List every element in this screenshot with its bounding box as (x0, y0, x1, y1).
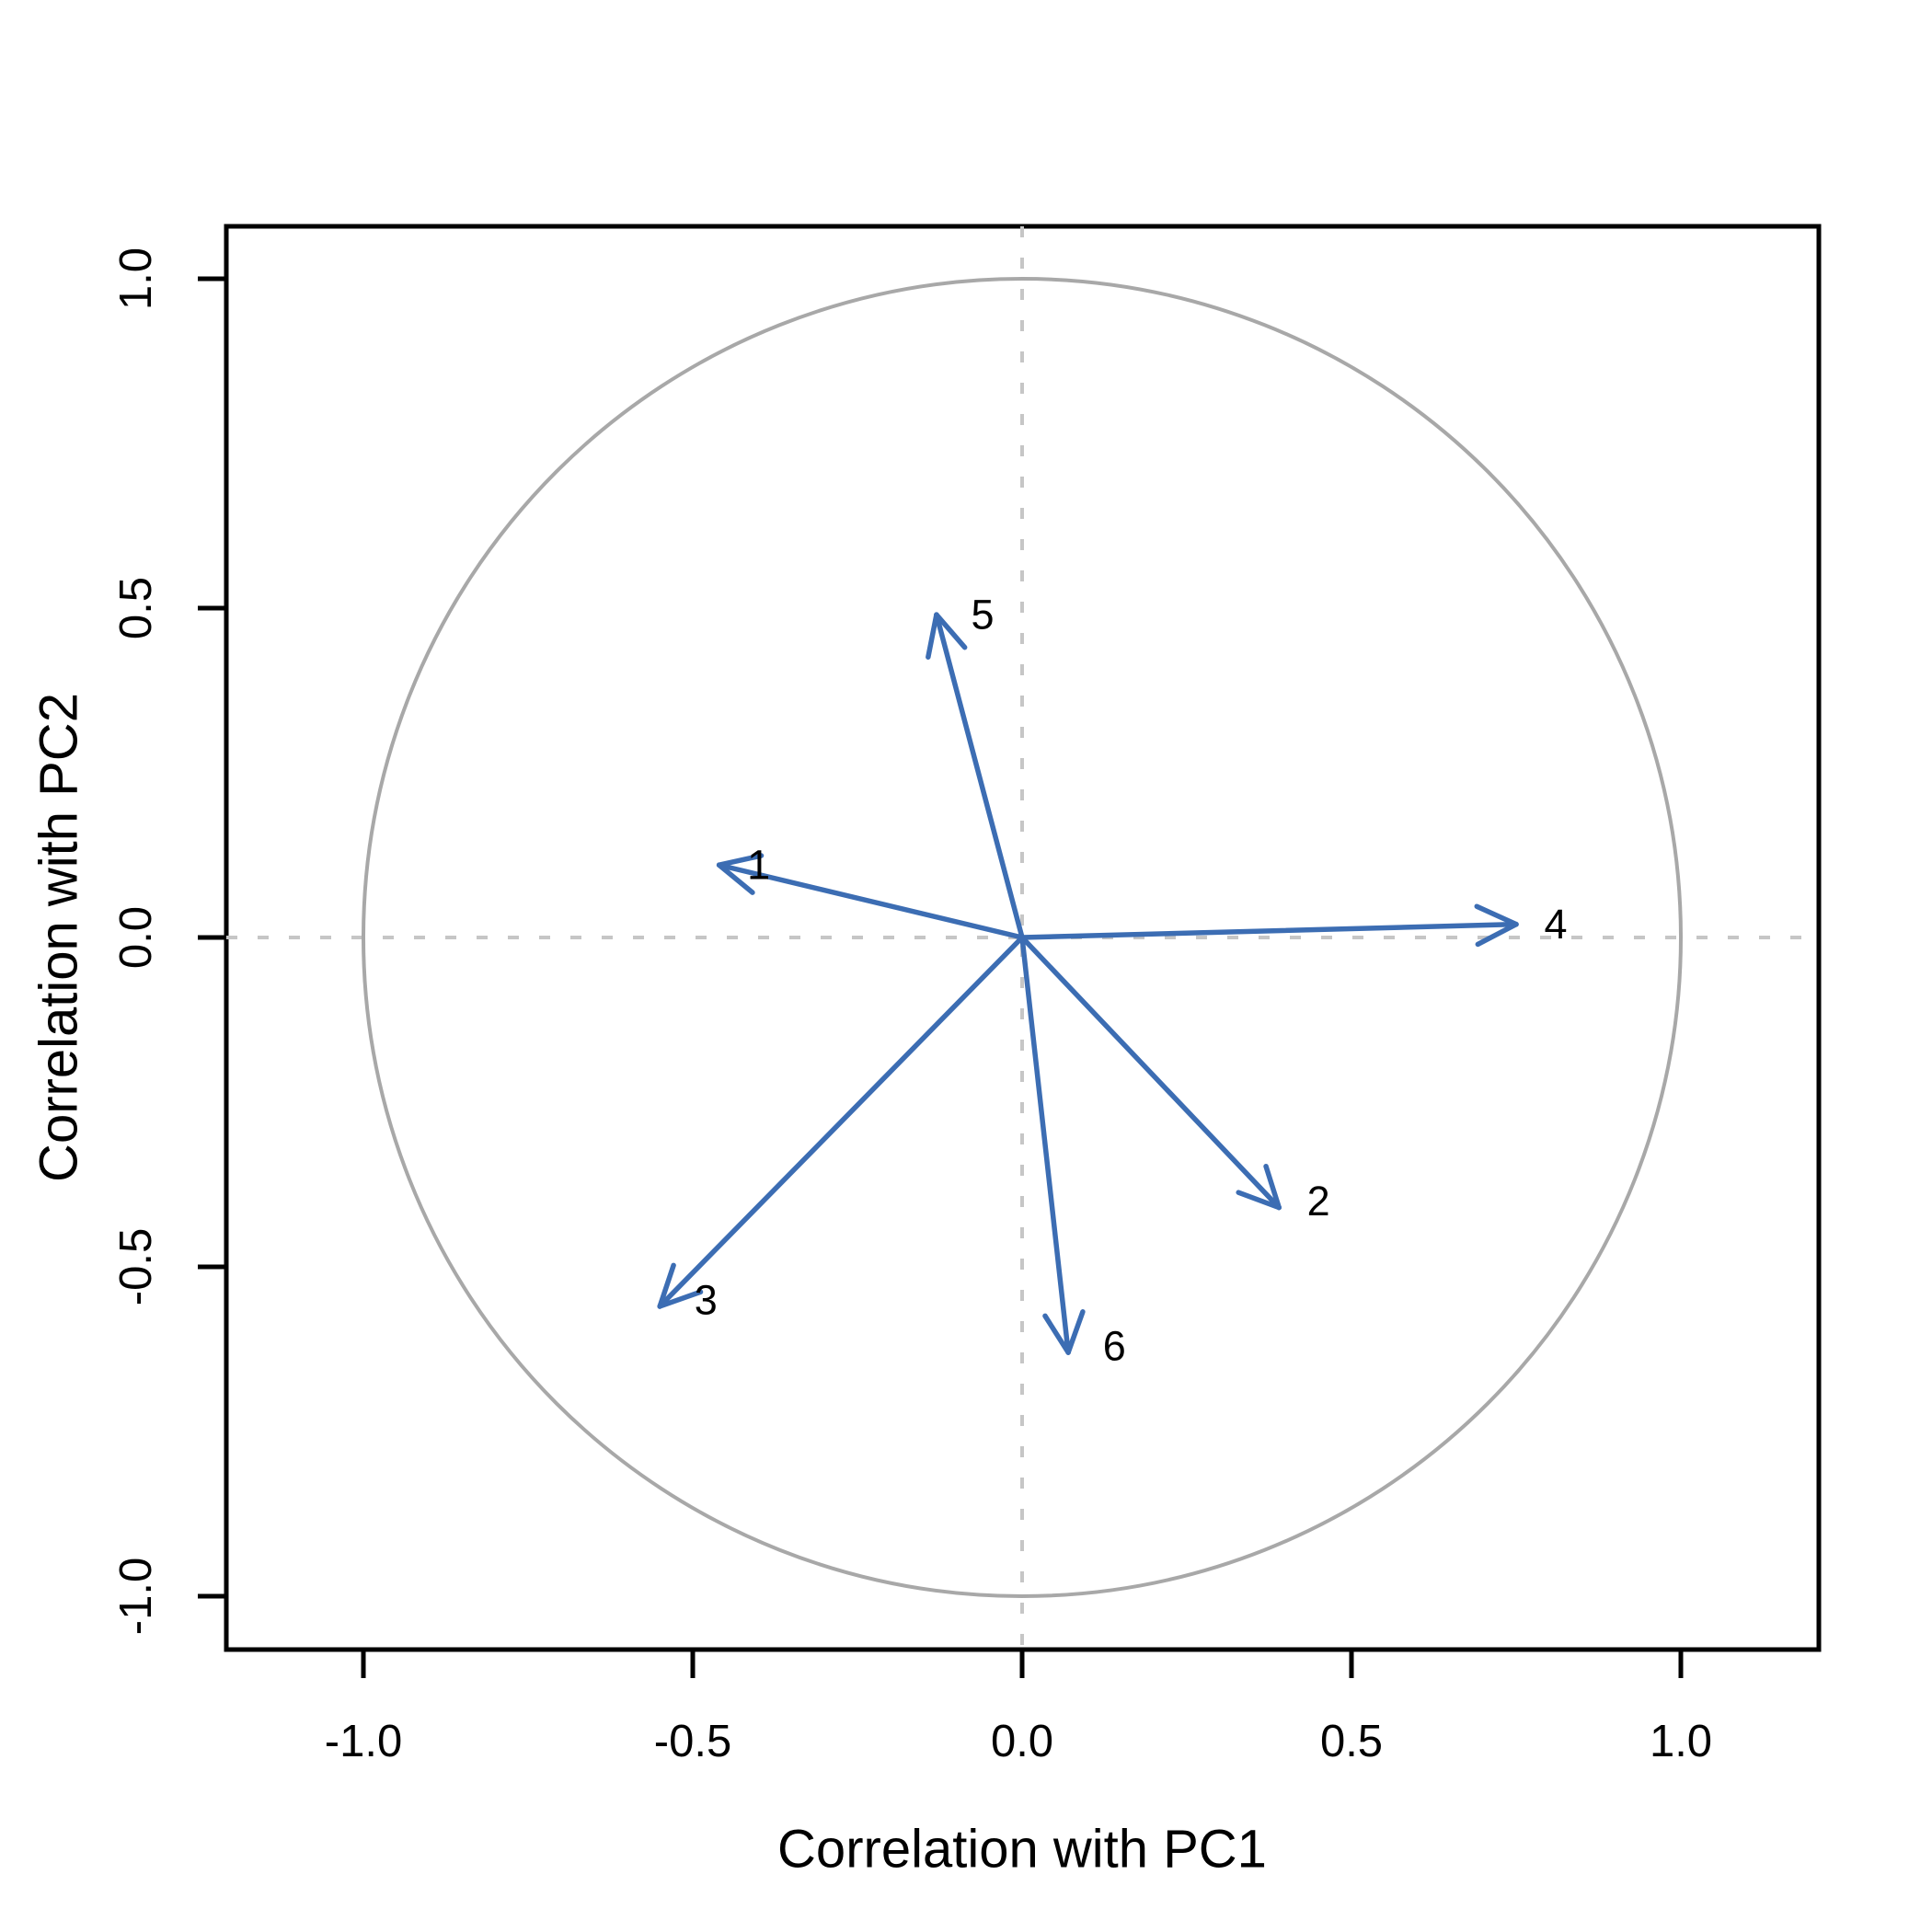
variable-arrow-4 (1019, 921, 1519, 940)
variable-arrow-6 (1019, 935, 1071, 1355)
variable-arrowhead-5 (934, 612, 968, 650)
variable-arrow-5 (934, 612, 1025, 940)
y-axis-tick-label: 0.5 (111, 577, 161, 639)
variable-arrowhead-1 (716, 853, 765, 868)
variable-label-5: 5 (972, 592, 995, 638)
x-axis-title: Correlation with PC1 (777, 1820, 1267, 1880)
variable-label-4: 4 (1544, 901, 1567, 948)
y-axis-tick-label: 1.0 (111, 247, 161, 310)
y-axis-tick-label: -0.5 (111, 1228, 161, 1305)
variable-label-6: 6 (1103, 1322, 1126, 1369)
x-axis-tick-label: 0.0 (991, 1717, 1053, 1766)
variable-arrowhead-2 (1236, 1190, 1282, 1211)
y-axis-tick-label: 0.0 (111, 906, 161, 969)
variable-label-2: 2 (1307, 1178, 1330, 1225)
y-axis-tick-label: -1.0 (111, 1558, 161, 1635)
y-axis-title: Correlation with PC2 (29, 693, 89, 1182)
variable-arrow-1 (716, 862, 1025, 940)
variable-arrowhead-4 (1475, 921, 1519, 948)
variable-arrowhead-4 (1474, 903, 1519, 927)
unit-correlation-circle (362, 277, 1683, 1598)
variable-arrowhead-3 (657, 1262, 676, 1309)
x-axis-tick-label: 1.0 (1650, 1717, 1712, 1766)
x-axis-tick-label: -1.0 (325, 1717, 402, 1766)
variable-arrowhead-5 (926, 612, 939, 661)
variable-arrowhead-2 (1263, 1164, 1282, 1211)
variable-arrow-3 (657, 935, 1025, 1309)
variable-arrowhead-3 (657, 1289, 704, 1309)
variable-arrowhead-1 (716, 862, 755, 895)
x-axis-tick-label: 0.5 (1320, 1717, 1383, 1766)
variable-arrow-2 (1019, 935, 1282, 1211)
variable-label-3: 3 (695, 1276, 718, 1323)
x-axis-tick-label: -0.5 (654, 1717, 731, 1766)
variable-label-1: 1 (747, 842, 770, 889)
variable-arrowhead-6 (1042, 1313, 1071, 1355)
variable-arrowhead-6 (1065, 1309, 1086, 1355)
